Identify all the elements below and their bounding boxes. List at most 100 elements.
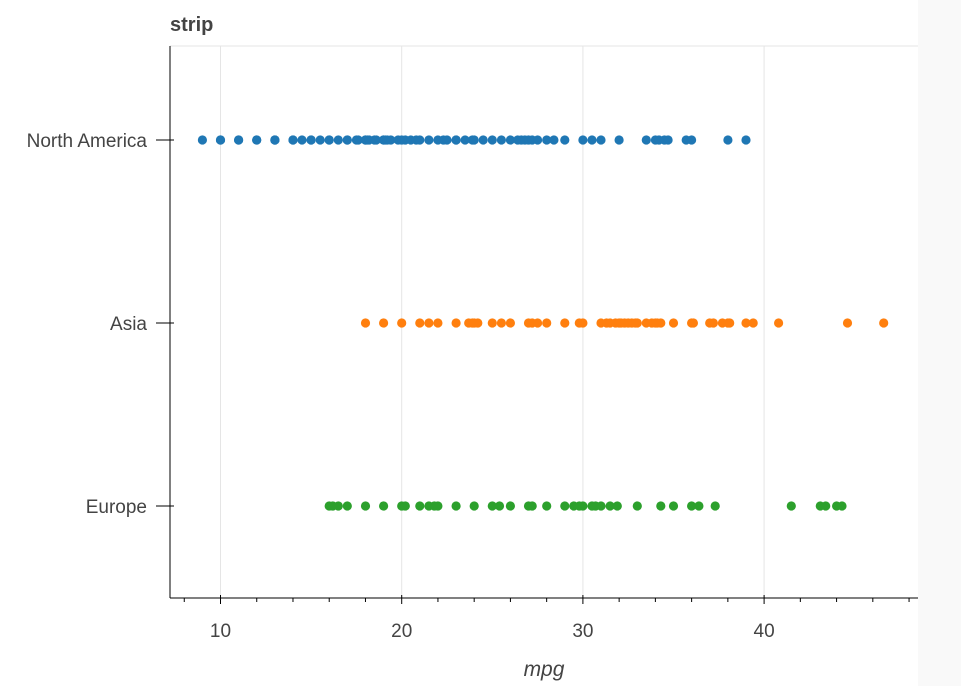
data-point-asia: [725, 318, 735, 328]
data-point-europe: [560, 501, 570, 511]
data-point-asia: [433, 318, 443, 328]
data-point-north-america: [234, 135, 244, 145]
data-point-north-america: [252, 135, 262, 145]
data-point-asia: [842, 318, 853, 328]
data-point-north-america: [306, 135, 316, 145]
data-point-north-america: [614, 135, 624, 145]
x-tick-label: 30: [572, 621, 593, 642]
data-point-asia: [632, 318, 642, 328]
data-point-north-america: [415, 135, 425, 145]
data-point-north-america: [353, 135, 363, 145]
data-point-asia: [379, 318, 389, 328]
data-point-north-america: [741, 135, 751, 145]
data-point-europe: [505, 501, 515, 511]
data-point-north-america: [587, 135, 597, 145]
data-point-europe: [632, 501, 642, 511]
data-point-north-america: [560, 135, 570, 145]
axes: 10 20 30 40 North America Asia Europe: [27, 46, 918, 642]
data-point-europe: [786, 501, 796, 511]
x-tick-label: 40: [754, 621, 775, 642]
data-point-europe: [612, 501, 622, 511]
data-point-north-america: [342, 135, 352, 145]
data-point-asia: [578, 318, 588, 328]
x-axis-label: mpg: [524, 658, 565, 681]
data-point-europe: [656, 501, 666, 511]
data-point-asia: [487, 318, 497, 328]
data-point-north-america: [549, 135, 559, 145]
data-point-asia: [688, 318, 699, 328]
data-point-europe: [433, 501, 443, 511]
data-point-asia: [748, 318, 758, 328]
data-point-north-america: [596, 135, 606, 145]
data-point-europe: [487, 501, 497, 511]
data-point-asia: [473, 318, 483, 328]
data-point-europe: [710, 501, 720, 511]
data-point-asia: [505, 318, 515, 328]
data-point-europe: [451, 501, 461, 511]
data-point-north-america: [197, 135, 207, 145]
data-point-asia: [708, 318, 719, 328]
data-point-north-america: [533, 135, 543, 145]
data-points: [197, 135, 889, 511]
data-point-north-america: [469, 135, 479, 145]
data-point-north-america: [270, 135, 280, 145]
data-point-north-america: [451, 135, 461, 145]
data-point-europe: [494, 501, 505, 511]
data-point-north-america: [723, 135, 733, 145]
data-point-asia: [496, 318, 506, 328]
y-tick-label: Asia: [110, 314, 147, 335]
data-point-north-america: [505, 135, 515, 145]
data-point-europe: [415, 501, 425, 511]
data-point-north-america: [371, 135, 381, 145]
data-point-asia: [424, 318, 434, 328]
data-point-asia: [560, 318, 570, 328]
data-point-europe: [821, 501, 831, 511]
data-point-europe: [342, 501, 352, 511]
data-point-north-america: [333, 135, 343, 145]
data-point-north-america: [315, 135, 325, 145]
data-point-europe: [687, 501, 697, 511]
data-point-asia: [415, 318, 425, 328]
x-tick-label: 20: [391, 621, 412, 642]
data-point-europe: [837, 501, 847, 511]
data-point-asia: [668, 318, 679, 328]
data-point-north-america: [542, 135, 552, 145]
data-point-europe: [605, 501, 615, 511]
data-point-europe: [527, 501, 537, 511]
data-point-europe: [333, 501, 343, 511]
data-point-europe: [578, 501, 588, 511]
page-edge-strip: [918, 0, 961, 686]
data-point-asia: [397, 318, 407, 328]
data-point-asia: [533, 318, 543, 328]
data-point-north-america: [460, 135, 470, 145]
data-point-north-america: [297, 135, 307, 145]
data-point-europe: [596, 501, 606, 511]
data-point-north-america: [496, 135, 506, 145]
y-tick-label: North America: [27, 131, 148, 152]
data-point-europe: [360, 501, 371, 511]
data-point-europe: [400, 501, 410, 511]
data-point-north-america: [424, 135, 434, 145]
data-point-north-america: [288, 135, 298, 145]
data-point-north-america: [663, 135, 673, 145]
data-point-north-america: [215, 135, 226, 145]
data-point-asia: [360, 318, 371, 328]
x-tick-label: 10: [210, 621, 231, 642]
data-point-north-america: [442, 135, 452, 145]
data-point-asia: [774, 318, 784, 328]
data-point-europe: [694, 501, 704, 511]
chart-title: strip: [170, 14, 213, 36]
y-tick-label: Europe: [86, 497, 147, 518]
data-point-europe: [542, 501, 552, 511]
data-point-north-america: [578, 135, 588, 145]
data-point-asia: [656, 318, 666, 328]
data-point-asia: [451, 318, 461, 328]
data-point-north-america: [324, 135, 334, 145]
data-point-north-america: [641, 135, 651, 145]
data-point-north-america: [487, 135, 497, 145]
data-point-asia: [879, 318, 889, 328]
data-point-north-america: [478, 135, 488, 145]
data-point-north-america: [386, 135, 396, 145]
